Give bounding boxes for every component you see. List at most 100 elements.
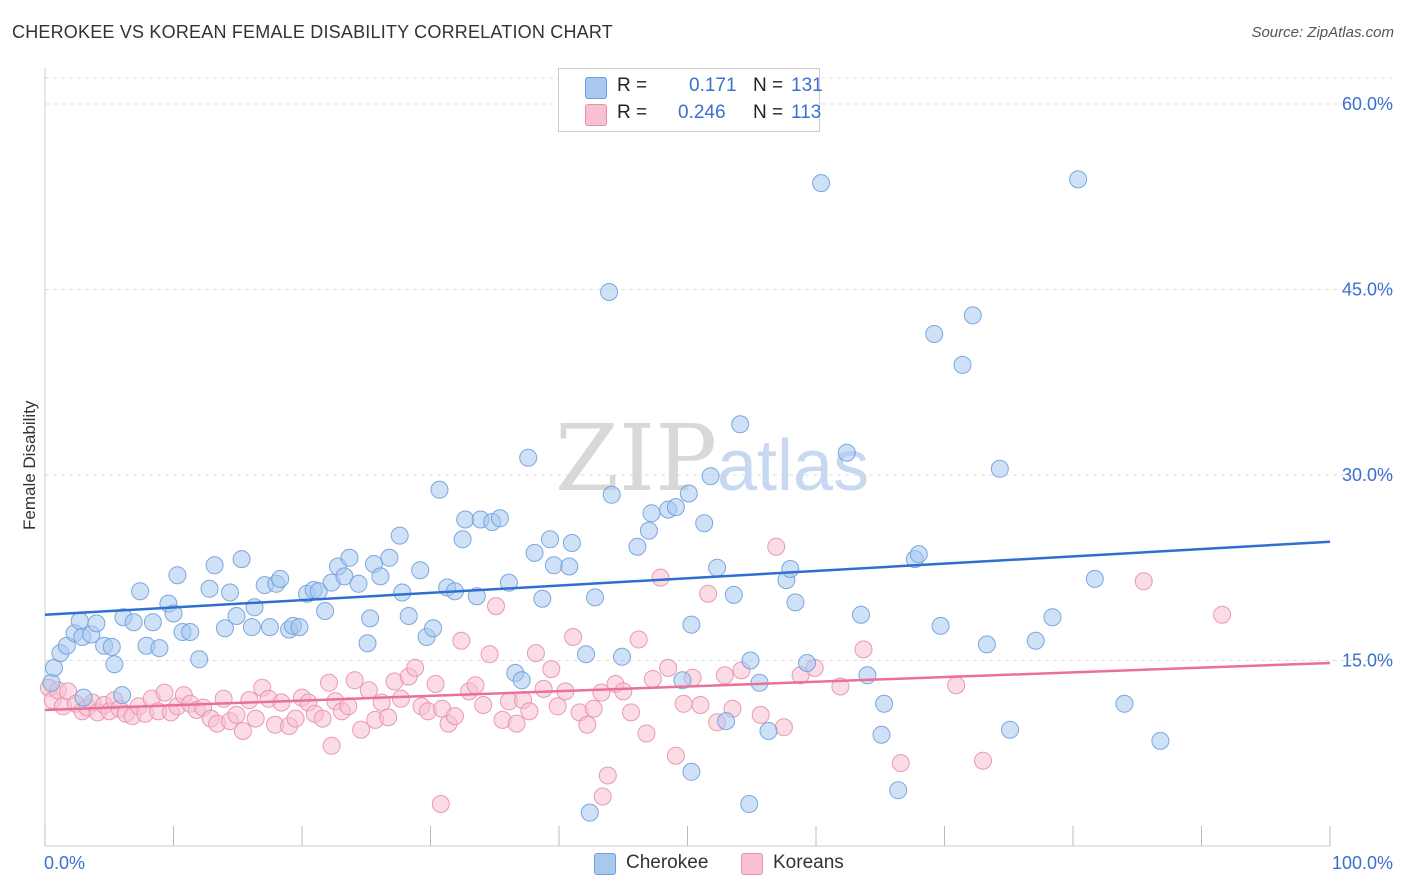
cherokee-point [977,635,996,654]
koreans-point [240,691,259,710]
koreans-point [947,676,966,695]
cherokee-point [642,504,661,523]
cherokee-point [586,588,604,607]
cherokee-point [613,647,631,666]
cherokee-point [499,573,518,592]
cherokee-point [242,618,261,637]
chart-source: Source: ZipAtlas.com [1251,24,1394,41]
koreans-point [854,640,873,659]
cherokee-point [577,645,595,664]
cherokee-point [124,613,143,632]
cherokee-point [541,530,559,549]
cherokee-point [181,623,200,641]
cherokee-point [872,725,891,744]
cherokee-point [731,415,750,434]
cherokee-point [925,325,944,343]
koreans-point [578,715,597,734]
cherokee-point [717,712,736,731]
legend-n-label: N = [753,102,784,123]
cherokee-point [1069,170,1088,189]
cherokee-point [889,781,908,800]
bottom-legend-label: Cherokee [626,852,709,873]
cherokee-point [1115,694,1134,713]
cherokee-point [580,803,599,822]
cherokee-point [786,593,805,612]
cherokee-point [290,618,309,637]
cherokee-point [335,567,354,586]
cherokee-point [1026,631,1045,650]
y-tick-label: 30.0% [1342,465,1393,485]
koreans-point [359,681,378,700]
y-axis-label: Female Disability [20,400,39,530]
cherokee-point [679,484,698,503]
cherokee-point [113,686,132,705]
legend-n-label: N = [753,75,784,96]
koreans-point [767,537,786,556]
cherokee-point [215,619,234,638]
legend-r-label: R = [617,102,648,123]
legend-r-label: R = [617,75,648,96]
cherokee-point [602,485,621,504]
koreans-point [286,709,305,728]
koreans-point [622,703,640,722]
koreans-point [507,714,526,733]
koreans-point [674,694,693,713]
bottom-legend-label: Koreans [773,852,844,873]
koreans-point [233,722,252,740]
koreans-point [564,628,583,646]
koreans-point [426,675,445,693]
y-tick-label: 45.0% [1342,279,1393,299]
cherokee-point [164,604,183,623]
cherokee-point [525,543,544,562]
cherokee-point [260,618,279,637]
cherokee-point [682,615,701,634]
cherokee-point [909,545,928,564]
cherokee-point [990,459,1009,478]
koreans-point [452,631,471,650]
legend-r-value: 0.246 [678,102,726,123]
koreans-points [39,537,1232,813]
koreans-point [445,707,464,726]
cherokee-point [227,607,246,625]
cherokee-point [102,637,121,656]
cherokee-point [600,283,619,301]
cherokee-point [741,651,760,670]
koreans-point [598,766,617,785]
cherokee-point [74,688,93,707]
watermark: ZIP atlas [555,405,869,512]
cherokee-point [812,174,831,193]
trend-lines [44,540,1331,712]
koreans-point [593,787,612,806]
legend-swatch-cherokee [585,77,607,99]
cherokee-point [931,616,950,635]
cherokee-point [143,613,162,632]
cherokee-point [852,605,870,624]
legend-n-value: 131 [791,75,823,96]
cherokee-point [424,619,443,638]
koreans-point [345,671,364,690]
koreans-point [691,696,710,714]
cherokee-point [1043,608,1062,627]
cherokee-point [232,550,251,569]
koreans-point [666,746,685,765]
cherokee-point [798,654,816,672]
cherokee-point [221,583,239,602]
x-tick-label: 100.0% [1332,853,1393,873]
cherokee-point [411,561,430,580]
cherokee-point [1085,569,1104,588]
koreans-point [431,795,450,813]
koreans-point [352,720,371,739]
koreans-point [391,689,410,708]
cherokee-point [740,795,759,813]
y-tick-label: 15.0% [1342,650,1393,670]
koreans-point [379,708,398,727]
cherokee-point [453,530,472,549]
y-tick-label: 60.0% [1342,94,1393,114]
koreans-point [584,699,603,718]
legend-swatch-koreans [585,104,607,126]
cherokee-trend-line [44,540,1331,616]
cherokee-point [316,602,335,620]
cherokee-point [271,569,290,588]
cherokee-point [371,567,390,586]
